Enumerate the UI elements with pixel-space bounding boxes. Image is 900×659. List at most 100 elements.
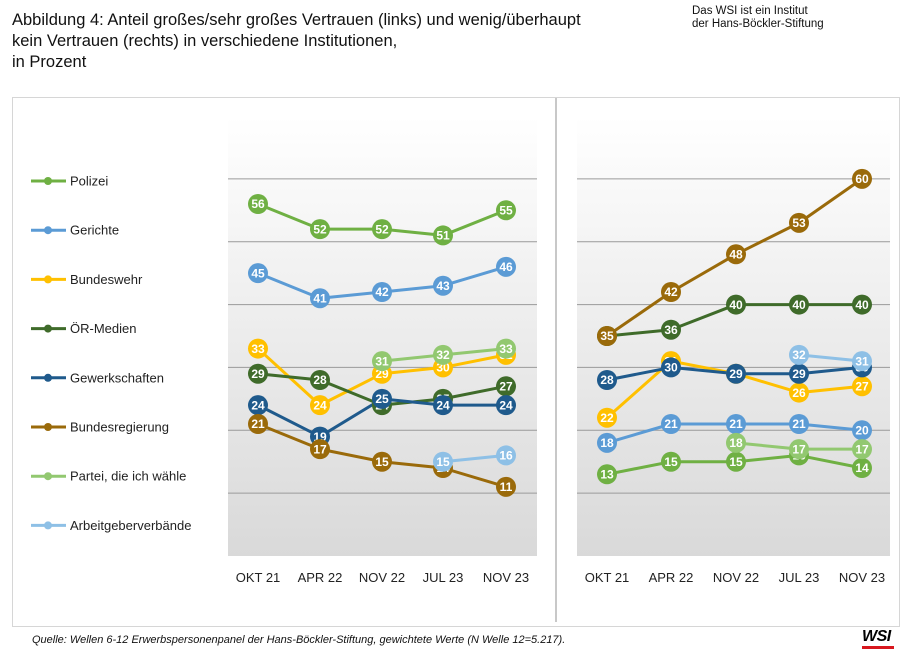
legend-label-bundesregierung: Bundesregierung — [70, 420, 169, 435]
data-point-right-gerichte-4 — [852, 420, 872, 441]
x-tick-right-okt-21: OKT 21 — [585, 570, 630, 585]
data-label-left-partei-die-ich-waehle-3: 32 — [436, 348, 450, 362]
plot-area-left — [228, 116, 537, 556]
data-point-right-gewerkschaften-2 — [726, 363, 746, 384]
data-point-right-bundeswehr-4 — [852, 376, 872, 397]
data-label-right-polizei-1: 15 — [664, 455, 678, 469]
data-label-left-partei-die-ich-waehle-2: 31 — [375, 354, 389, 368]
data-point-left-arbeitgeberverbaende-4 — [496, 445, 516, 466]
data-label-left-gewerkschaften-2: 25 — [375, 392, 389, 406]
data-label-right-gerichte-2: 21 — [729, 417, 743, 431]
data-point-left-polizei-0 — [248, 194, 268, 214]
data-point-left-gerichte-3 — [433, 275, 453, 296]
data-label-left-bundeswehr-1: 24 — [313, 398, 327, 412]
institute-line-1: Das WSI ist ein Institut — [692, 5, 808, 17]
chart-title: Abbildung 4: Anteil großes/sehr großes V… — [12, 10, 672, 73]
data-label-right-arbeitgeberverbaende-3: 32 — [792, 348, 806, 362]
data-label-left-bundeswehr-0: 33 — [251, 342, 265, 356]
data-point-right-arbeitgeberverbaende-4 — [852, 351, 872, 372]
data-point-left-oer-medien-0 — [248, 363, 268, 384]
data-label-right-partei-die-ich-waehle-3: 17 — [792, 442, 806, 456]
data-point-right-polizei-1 — [661, 451, 681, 472]
data-label-right-gerichte-4: 20 — [855, 423, 869, 437]
data-label-right-gewerkschaften-1: 30 — [664, 361, 678, 375]
data-label-left-polizei-1: 52 — [313, 222, 327, 236]
x-tick-left-jul-23: JUL 23 — [423, 570, 464, 585]
x-tick-left-nov-22: NOV 22 — [359, 570, 405, 585]
series-line-right-arbeitgeberverbaende — [797, 353, 864, 363]
data-point-left-bundesregierung-4 — [496, 476, 516, 497]
data-label-left-polizei-0: 56 — [251, 197, 265, 211]
data-point-left-gewerkschaften-0 — [248, 395, 268, 416]
legend-label-arbeitgeberverbaende: Arbeitgeberverbände — [70, 518, 191, 533]
legend-label-polizei: Polizei — [70, 174, 108, 189]
data-label-right-gewerkschaften-2: 29 — [729, 367, 743, 381]
data-label-left-gerichte-1: 41 — [313, 291, 327, 305]
data-label-left-bundesregierung-2: 15 — [375, 455, 389, 469]
data-point-left-gewerkschaften-3 — [433, 395, 453, 416]
legend-marker-gewerkschaften — [44, 373, 52, 382]
data-point-right-oer-medien-4 — [852, 294, 872, 315]
data-point-right-bundesregierung-0 — [597, 326, 617, 346]
data-label-right-bundesregierung-0: 35 — [600, 329, 614, 343]
data-label-left-gewerkschaften-4: 24 — [499, 398, 513, 412]
data-point-left-partei-die-ich-waehle-2 — [372, 351, 392, 372]
title-line-1: Abbildung 4: Anteil großes/sehr großes V… — [12, 11, 581, 29]
data-point-right-gewerkschaften-3 — [789, 363, 809, 384]
data-label-right-bundesregierung-4: 60 — [855, 172, 869, 186]
data-label-left-gewerkschaften-3: 24 — [436, 398, 450, 412]
data-point-left-gewerkschaften-2 — [372, 388, 392, 409]
data-label-left-partei-die-ich-waehle-4: 33 — [499, 342, 513, 356]
data-label-left-gerichte-2: 42 — [375, 285, 389, 299]
data-point-right-gewerkschaften-0 — [597, 370, 617, 390]
data-point-left-gerichte-2 — [372, 282, 392, 302]
x-tick-right-nov-23: NOV 23 — [839, 570, 885, 585]
data-point-right-gerichte-0 — [597, 432, 617, 453]
wsi-logo-text: WSI — [862, 628, 891, 645]
data-label-left-oer-medien-1: 28 — [313, 373, 327, 387]
data-label-right-gewerkschaften-3: 29 — [792, 367, 806, 381]
data-point-right-polizei-2 — [726, 451, 746, 472]
data-label-right-oer-medien-1: 36 — [664, 323, 678, 337]
data-point-right-bundesregierung-2 — [726, 244, 746, 265]
data-label-left-polizei-3: 51 — [436, 229, 450, 243]
data-label-left-oer-medien-0: 29 — [251, 367, 265, 381]
data-point-left-gewerkschaften-4 — [496, 395, 516, 416]
data-label-right-polizei-2: 15 — [729, 455, 743, 469]
data-label-right-bundesregierung-3: 53 — [792, 216, 806, 230]
data-label-right-oer-medien-2: 40 — [729, 298, 743, 312]
legend-marker-partei-die-ich-waehle — [44, 472, 52, 481]
wsi-logo-bar — [862, 646, 894, 649]
data-label-right-gerichte-3: 21 — [792, 417, 806, 431]
x-tick-right-apr-22: APR 22 — [649, 570, 694, 585]
data-label-left-arbeitgeberverbaende-3: 15 — [436, 455, 450, 469]
data-point-left-arbeitgeberverbaende-3 — [433, 451, 453, 472]
data-label-right-bundesregierung-1: 42 — [664, 285, 678, 299]
source-note: Quelle: Wellen 6-12 Erwerbspersonenpanel… — [32, 634, 566, 646]
data-point-right-polizei-0 — [597, 464, 617, 485]
data-label-right-gerichte-1: 21 — [664, 417, 678, 431]
data-label-left-gerichte-0: 45 — [251, 266, 265, 280]
legend-marker-oer-medien — [44, 324, 52, 333]
data-point-left-polizei-3 — [433, 225, 453, 246]
data-point-right-gerichte-2 — [726, 414, 746, 434]
data-label-right-polizei-4: 14 — [855, 461, 869, 475]
data-label-left-polizei-2: 52 — [375, 222, 389, 236]
data-point-right-bundesregierung-4 — [852, 168, 872, 189]
data-point-left-polizei-4 — [496, 200, 516, 221]
institute-line-2: der Hans-Böckler-Stiftung — [692, 18, 824, 30]
x-tick-right-nov-22: NOV 22 — [713, 570, 759, 585]
data-label-left-gerichte-4: 46 — [499, 260, 513, 274]
legend-marker-arbeitgeberverbaende — [44, 521, 52, 530]
legend-marker-bundeswehr — [44, 275, 52, 284]
data-label-right-gewerkschaften-0: 28 — [600, 373, 614, 387]
data-point-right-gerichte-3 — [789, 414, 809, 434]
legend-label-gerichte: Gerichte — [70, 223, 119, 238]
x-tick-left-okt-21: OKT 21 — [236, 570, 281, 585]
data-label-right-oer-medien-4: 40 — [855, 298, 869, 312]
data-label-left-arbeitgeberverbaende-4: 16 — [499, 449, 513, 463]
legend-label-gewerkschaften: Gewerkschaften — [70, 370, 164, 385]
wsi-logo: WSI — [862, 628, 894, 650]
data-point-right-bundesregierung-3 — [789, 212, 809, 233]
